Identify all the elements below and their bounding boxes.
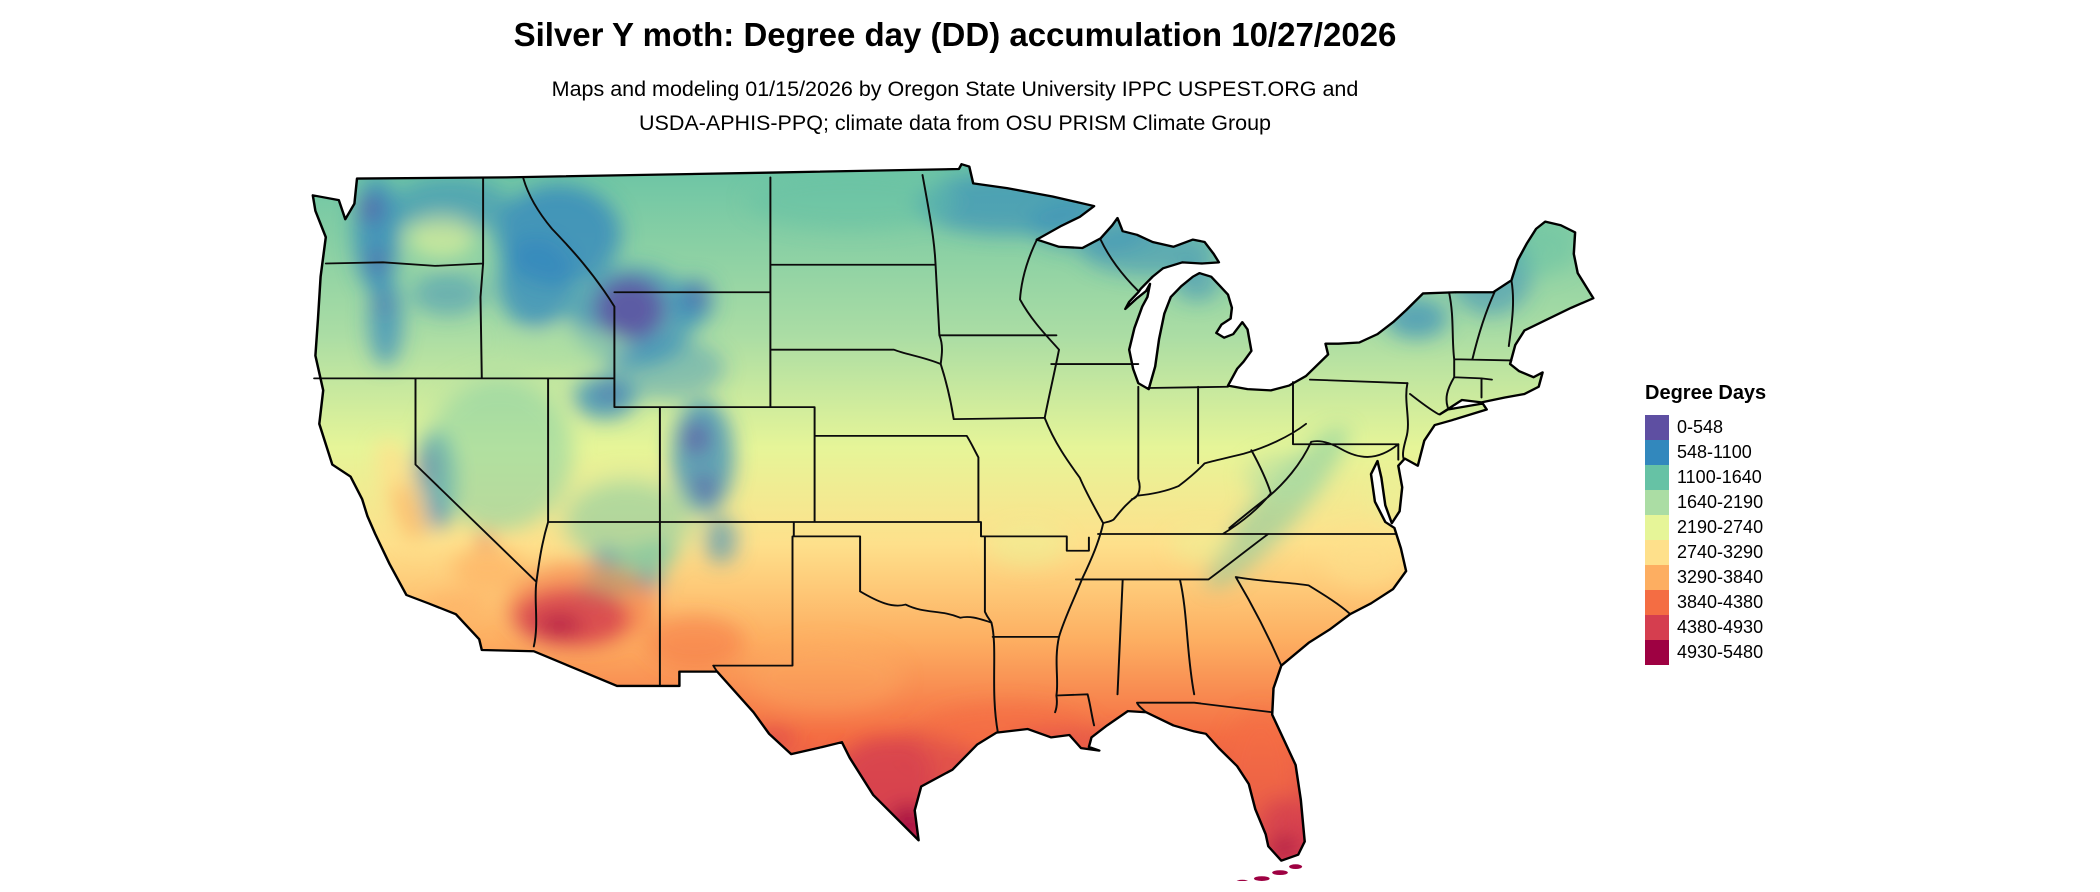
- subtitle-line-1: Maps and modeling 01/15/2026 by Oregon S…: [551, 77, 1359, 101]
- legend-label: 1640-2190: [1677, 492, 1764, 512]
- florida-keys: [1236, 864, 1303, 881]
- legend-swatch-5: [1645, 540, 1669, 565]
- legend-swatch-8: [1645, 615, 1669, 640]
- state-borders: [311, 163, 1595, 862]
- figure-subtitle: Maps and modeling 01/15/2026 by Oregon S…: [305, 72, 1605, 141]
- legend-entry: 4930-5480: [1645, 640, 1766, 665]
- us-degree-day-map: [305, 163, 1605, 881]
- legend-entry: 548-1100: [1645, 440, 1766, 465]
- legend-swatch-7: [1645, 590, 1669, 615]
- legend-entry: 1100-1640: [1645, 465, 1766, 490]
- legend-entry: 2740-3290: [1645, 540, 1766, 565]
- legend-swatch-2: [1645, 465, 1669, 490]
- legend-entry: 4380-4930: [1645, 615, 1766, 640]
- legend-entry: 3840-4380: [1645, 590, 1766, 615]
- page-title: Silver Y moth: Degree day (DD) accumulat…: [513, 16, 1397, 53]
- legend-label: 3290-3840: [1677, 567, 1764, 587]
- legend-label: 4930-5480: [1677, 642, 1764, 662]
- legend-label: 2740-3290: [1677, 542, 1764, 562]
- legend-label: 548-1100: [1677, 442, 1752, 462]
- legend-swatch-0: [1645, 415, 1669, 440]
- legend-swatch-3: [1645, 490, 1669, 515]
- figure-header: Silver Y moth: Degree day (DD) accumulat…: [305, 16, 1605, 141]
- legend-label: 3840-4380: [1677, 592, 1764, 612]
- legend-entry: 0-548: [1645, 415, 1766, 440]
- legend-label: 2190-2740: [1677, 517, 1764, 537]
- legend-title: Degree Days: [1645, 382, 1767, 404]
- legend-label: 0-548: [1677, 417, 1724, 437]
- legend-entries: 0-548 548-1100 1100-1640 1640-2190 2190-…: [1645, 415, 1766, 665]
- legend-entry: 2190-2740: [1645, 515, 1766, 540]
- legend-swatch-4: [1645, 515, 1669, 540]
- legend-swatch-6: [1645, 565, 1669, 590]
- legend-label: 4380-4930: [1677, 617, 1764, 637]
- legend-entry: 3290-3840: [1645, 565, 1766, 590]
- legend-entry: 1640-2190: [1645, 490, 1766, 515]
- legend-swatch-1: [1645, 440, 1669, 465]
- map-svg: [311, 163, 1595, 881]
- legend: Degree Days 0-548 548-1100 1100-1640 164…: [1645, 382, 1766, 665]
- legend-label: 1100-1640: [1677, 467, 1762, 487]
- subtitle-line-2: USDA-APHIS-PPQ; climate data from OSU PR…: [638, 111, 1272, 136]
- legend-swatch-9: [1645, 640, 1669, 665]
